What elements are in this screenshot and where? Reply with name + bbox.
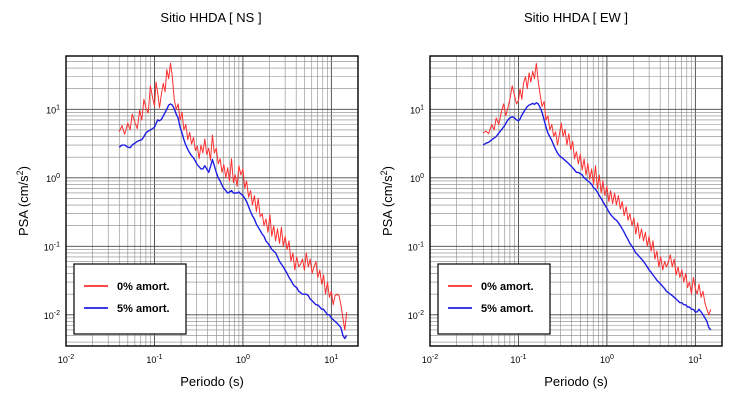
legend-box — [73, 263, 187, 335]
y-axis-label: PSA (cm/s2) — [15, 166, 31, 236]
y-axis-label-base: PSA (cm/s — [380, 175, 395, 236]
y-axis-label-base: PSA (cm/s — [16, 175, 31, 236]
y-tick-label: 100 — [410, 173, 424, 184]
legend-box — [437, 263, 551, 335]
y-tick-label: 10-2 — [44, 310, 60, 321]
tick-exponent: -2 — [54, 310, 60, 317]
tick-base: 10 — [46, 174, 56, 184]
tick-exponent: -1 — [418, 241, 424, 248]
tick-exponent: 1 — [334, 354, 338, 361]
tick-base: 10 — [408, 242, 418, 252]
y-tick-label: 101 — [410, 104, 424, 115]
tick-exponent: 0 — [246, 354, 250, 361]
x-tick-label: 10-2 — [422, 354, 438, 365]
tick-exponent: -1 — [156, 354, 162, 361]
x-tick-label: 101 — [688, 354, 702, 365]
plot-frame — [65, 55, 359, 347]
y-axis-label-tail: ) — [16, 166, 31, 170]
y-axis-label: PSA (cm/s2) — [379, 166, 395, 236]
tick-base: 10 — [324, 355, 334, 365]
chart-panel-1: Sitio HHDA [ NS ]10-2 10-1 100 10110-210-11… — [15, 10, 359, 389]
tick-exponent: 0 — [420, 173, 424, 180]
y-tick-label: 10-2 — [408, 310, 424, 321]
tick-base: 10 — [146, 355, 156, 365]
series-line-zero-damping — [118, 62, 348, 331]
x-tick-label: 10-2 — [58, 354, 74, 365]
tick-exponent: -1 — [54, 241, 60, 248]
y-axis-label-tail: ) — [380, 166, 395, 170]
x-axis-label: Periodo (s) — [180, 374, 244, 389]
tick-base: 10 — [410, 174, 420, 184]
tick-base: 10 — [688, 355, 698, 365]
tick-base: 10 — [600, 355, 610, 365]
tick-base: 10 — [44, 242, 54, 252]
series-line-five-percent-damping — [482, 102, 712, 331]
series-line-zero-damping — [483, 62, 712, 316]
chart-title: Sitio HHDA [ NS ] — [160, 10, 261, 25]
x-tick-label: 10-1 — [510, 354, 526, 365]
tick-exponent: -2 — [68, 354, 74, 361]
tick-base: 10 — [510, 355, 520, 365]
y-tick-label: 101 — [46, 104, 60, 115]
y-tick-label: 10-1 — [44, 241, 60, 252]
tick-exponent: -2 — [418, 310, 424, 317]
x-tick-label: 101 — [324, 354, 338, 365]
tick-exponent: 1 — [56, 104, 60, 111]
tick-base: 10 — [46, 105, 56, 115]
series-line-five-percent-damping — [118, 103, 348, 340]
plot-frame — [429, 55, 723, 347]
x-axis-label: Periodo (s) — [544, 374, 608, 389]
grid — [65, 55, 359, 346]
x-tick-label: 100 — [236, 354, 250, 365]
tick-base: 10 — [422, 355, 432, 365]
tick-exponent: 0 — [610, 354, 614, 361]
legend-label: 5% amort. — [481, 303, 534, 315]
chart-title: Sitio HHDA [ EW ] — [524, 10, 628, 25]
tick-base: 10 — [44, 311, 54, 321]
y-tick-label: 10-1 — [408, 241, 424, 252]
chart-panel-2: Sitio HHDA [ EW ]10-2 10-1 100 10110-210-11… — [379, 10, 723, 389]
y-axis-label-superscript: 2 — [379, 170, 389, 175]
tick-base: 10 — [236, 355, 246, 365]
tick-base: 10 — [410, 105, 420, 115]
x-tick-label: 10-1 — [146, 354, 162, 365]
legend-label: 5% amort. — [117, 303, 170, 315]
tick-base: 10 — [408, 311, 418, 321]
legend: 0% amort. 5% amort. — [73, 263, 187, 335]
y-axis-label-superscript: 2 — [15, 170, 25, 175]
tick-exponent: 0 — [56, 173, 60, 180]
x-tick-label: 100 — [600, 354, 614, 365]
legend-label: 0% amort. — [481, 281, 534, 293]
tick-exponent: -1 — [520, 354, 526, 361]
tick-exponent: 1 — [698, 354, 702, 361]
y-tick-label: 100 — [46, 173, 60, 184]
legend-label: 0% amort. — [117, 281, 170, 293]
tick-exponent: 1 — [420, 104, 424, 111]
tick-base: 10 — [58, 355, 68, 365]
tick-exponent: -2 — [432, 354, 438, 361]
legend: 0% amort. 5% amort. — [437, 263, 551, 335]
